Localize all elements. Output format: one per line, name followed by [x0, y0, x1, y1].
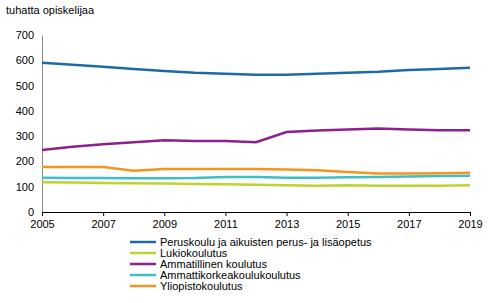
y-tick-label: 300 — [16, 130, 34, 142]
x-tick: 2017 — [397, 212, 421, 230]
y-tick: 0 — [28, 206, 42, 218]
y-tick-label: 400 — [16, 105, 34, 117]
x-tick: 2013 — [275, 212, 299, 230]
x-tick-mark — [164, 212, 165, 216]
y-tick-label: 500 — [16, 80, 34, 92]
x-tick-mark — [470, 212, 471, 216]
x-tick-mark — [225, 212, 226, 216]
y-tick: 100 — [16, 181, 42, 193]
plot: 0100200300400500600700200520072009201120… — [16, 29, 483, 230]
y-tick: 600 — [16, 54, 42, 66]
x-tick-mark — [42, 212, 43, 216]
x-tick: 2007 — [91, 212, 115, 230]
x-tick-label: 2005 — [30, 218, 54, 230]
y-tick-label: 200 — [16, 155, 34, 167]
legend-swatch — [130, 252, 156, 255]
y-tick: 700 — [16, 29, 42, 41]
chart: 0100200300400500600700200520072009201120… — [0, 0, 492, 303]
series-line — [42, 63, 470, 75]
y-tick: 400 — [16, 105, 42, 117]
x-axis-line — [43, 212, 471, 213]
x-tick-label: 2013 — [275, 218, 299, 230]
legend: Peruskoulu ja aikuisten perus- ja lisäop… — [130, 236, 372, 292]
y-axis-title: tuhatta opiskelijaa — [6, 4, 95, 16]
y-tick-label: 600 — [16, 54, 34, 66]
x-tick-label: 2011 — [214, 218, 238, 230]
x-tick-label: 2017 — [397, 218, 421, 230]
y-tick-label: 700 — [16, 29, 34, 41]
x-tick-label: 2019 — [458, 218, 482, 230]
legend-swatch — [130, 285, 156, 288]
y-axis: 0 100 200 300 400 500 600 700 — [16, 29, 43, 218]
y-tick: 200 — [16, 155, 42, 167]
legend-swatch — [130, 274, 156, 277]
x-tick-mark — [409, 212, 410, 216]
x-tick: 2015 — [336, 212, 360, 230]
series-line — [42, 182, 470, 186]
y-tick-label: 0 — [28, 206, 34, 218]
x-tick: 2009 — [153, 212, 177, 230]
y-tick: 500 — [16, 80, 42, 92]
x-tick: 2011 — [214, 212, 238, 230]
legend-swatch — [130, 241, 156, 244]
x-tick-label: 2009 — [153, 218, 177, 230]
legend-item: Yliopistokoulutus — [130, 280, 243, 292]
y-tick: 300 — [16, 130, 42, 142]
lines — [42, 63, 470, 186]
x-tick-mark — [287, 212, 288, 216]
x-tick-mark — [103, 212, 104, 216]
x-tick-label: 2015 — [336, 218, 360, 230]
series-line — [42, 176, 470, 179]
legend-swatch — [130, 263, 156, 266]
x-axis: 2005 2007 2009 2011 2013 2015 2017 2019 — [30, 212, 482, 230]
series-line — [42, 167, 470, 174]
x-tick: 2005 — [30, 212, 54, 230]
x-tick-mark — [348, 212, 349, 216]
legend-label: Yliopistokoulutus — [160, 280, 243, 292]
y-tick-label: 100 — [16, 181, 34, 193]
x-tick: 2019 — [458, 212, 482, 230]
x-tick-label: 2007 — [91, 218, 115, 230]
series-line — [42, 129, 470, 150]
